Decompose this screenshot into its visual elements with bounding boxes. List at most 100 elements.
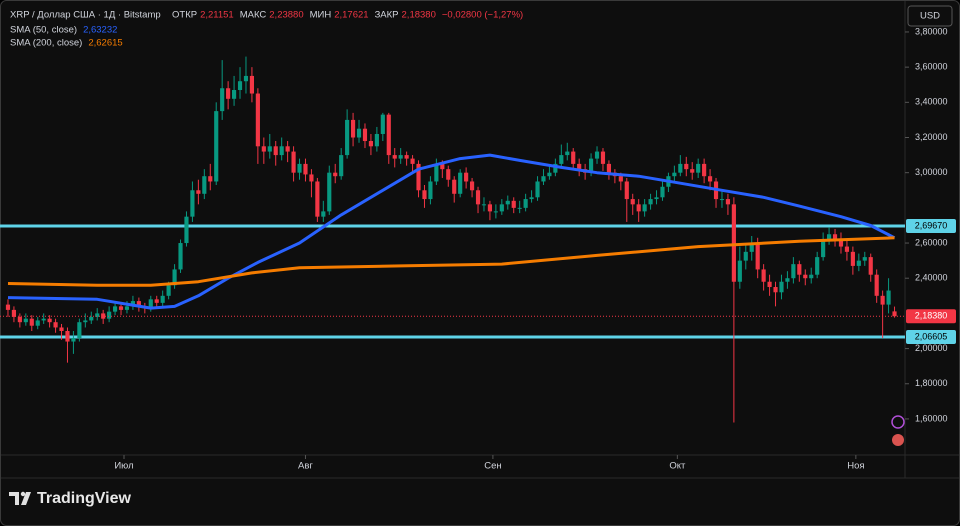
candle-body	[743, 251, 748, 261]
candle-body	[237, 81, 243, 91]
candle-body	[112, 306, 118, 312]
candle-body	[815, 257, 820, 275]
candle-body	[11, 309, 17, 317]
level-label: 2,69670	[915, 220, 948, 230]
x-tick-label: Ноя	[847, 461, 864, 472]
candle-body	[702, 163, 707, 177]
candle-body	[41, 318, 46, 321]
candle-body	[327, 172, 332, 212]
candle-body	[844, 246, 850, 252]
candle-body	[422, 190, 427, 200]
currency[interactable]: USD	[920, 11, 940, 22]
y-tick-label: 3,20000	[915, 132, 948, 142]
y-tick-label: 2,00000	[915, 343, 948, 353]
candle-body	[594, 151, 600, 159]
sma-line	[7, 153, 896, 310]
candle-body	[690, 169, 695, 173]
flag-icon[interactable]	[892, 434, 904, 446]
y-tick-label: 3,80000	[915, 26, 948, 36]
candle-body	[101, 313, 106, 319]
candle-body	[214, 111, 219, 182]
candle-body	[618, 176, 623, 182]
candle-body	[428, 181, 433, 200]
candle-body	[297, 163, 302, 173]
candle-body	[368, 141, 374, 147]
candle-body	[642, 204, 647, 212]
candle-body	[529, 197, 534, 200]
legend-value: 2,63232	[83, 25, 117, 36]
ohlc-name: МИН	[310, 10, 332, 21]
candle-body	[481, 204, 487, 206]
candle-body	[541, 176, 546, 182]
candle-body	[136, 301, 141, 307]
candle-body	[220, 88, 225, 112]
sma-line	[7, 236, 895, 287]
candle-body	[874, 274, 879, 296]
candle-body	[577, 163, 582, 170]
x-tick-label: Сен	[484, 461, 501, 472]
level-label: 2,06605	[915, 331, 948, 341]
candle-body	[624, 181, 629, 200]
candle-body	[333, 172, 338, 177]
candle-body	[172, 269, 177, 286]
candle-body	[65, 330, 70, 342]
candle-body	[374, 133, 379, 147]
candle-body	[469, 181, 475, 191]
candle-body	[458, 172, 463, 194]
candle-body	[571, 151, 576, 164]
candle-body	[83, 320, 88, 323]
candle-body	[148, 299, 153, 309]
candle-body	[493, 211, 498, 213]
brand-logo	[9, 491, 31, 505]
candle-body	[339, 155, 344, 177]
candle-body	[838, 239, 844, 247]
last-price-box	[906, 309, 956, 324]
currency-button[interactable]	[907, 5, 953, 27]
x-tick-label: Окт	[669, 461, 686, 472]
candle-body	[636, 204, 641, 212]
y-tick-label: 2,60000	[915, 237, 948, 247]
candle-body	[725, 199, 731, 205]
y-tick-label: 2,40000	[915, 273, 948, 283]
candle-body	[660, 186, 665, 198]
candle-body	[821, 239, 826, 258]
candle-body	[23, 318, 28, 323]
candle-body	[226, 88, 231, 99]
candle-body	[654, 197, 659, 200]
candle-body	[755, 243, 760, 270]
candle-body	[630, 199, 635, 205]
plot-area	[0, 56, 905, 423]
candle-body	[208, 176, 213, 182]
event-icon[interactable]	[891, 415, 905, 429]
candle-body	[5, 304, 11, 310]
candle-body	[71, 338, 76, 342]
candle-body	[398, 155, 403, 159]
candle-body	[35, 320, 40, 326]
candle-body	[59, 327, 64, 331]
y-tick-label: 3,00000	[915, 167, 948, 177]
last-price-label: 2,18380	[915, 311, 948, 321]
level-label-box	[906, 329, 956, 344]
candle-body	[779, 281, 784, 293]
candle-body	[696, 163, 701, 173]
candle-body	[767, 281, 772, 288]
candle-body	[261, 146, 266, 152]
candle-body	[464, 172, 469, 182]
candle-body	[392, 155, 397, 159]
legend-label: SMA (50, close)	[10, 25, 77, 36]
y-tick-label: 1,60000	[915, 413, 948, 423]
candle-body	[487, 204, 493, 212]
candle-body	[850, 251, 855, 266]
candle-body	[404, 155, 409, 159]
candle-body	[89, 316, 94, 321]
ohlc-name: МАКС	[240, 10, 267, 21]
candle-body	[196, 190, 201, 194]
candle-body	[535, 181, 540, 198]
candle-body	[499, 204, 504, 212]
legend-label: SMA (200, close)	[10, 38, 82, 49]
candle-body	[166, 285, 171, 296]
candle-body	[291, 151, 296, 173]
candle-body	[737, 260, 742, 282]
candle-body	[309, 174, 314, 182]
